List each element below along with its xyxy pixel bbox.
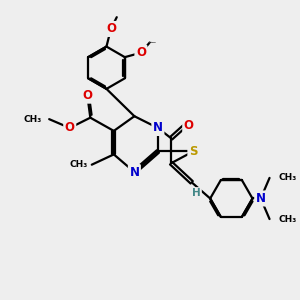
Text: methoxy: methoxy — [151, 41, 158, 43]
Text: N: N — [129, 166, 140, 178]
Text: O: O — [82, 89, 92, 102]
Text: O: O — [106, 22, 116, 35]
Text: CH₃: CH₃ — [69, 160, 88, 169]
Text: H: H — [192, 188, 200, 199]
Text: S: S — [189, 145, 197, 158]
Text: CH₃: CH₃ — [24, 115, 42, 124]
Text: N: N — [256, 192, 266, 205]
Text: O: O — [151, 40, 152, 41]
Text: O: O — [136, 46, 146, 59]
Text: O: O — [65, 122, 75, 134]
Text: N: N — [153, 122, 163, 134]
Text: methoxy: methoxy — [152, 41, 158, 43]
Text: methoxy: methoxy — [150, 42, 157, 43]
Text: methoxy: methoxy — [118, 16, 124, 17]
Text: CH₃: CH₃ — [278, 173, 297, 182]
Text: CH₃: CH₃ — [278, 214, 297, 224]
Text: O: O — [184, 118, 194, 131]
Text: methoxy: methoxy — [46, 118, 52, 119]
